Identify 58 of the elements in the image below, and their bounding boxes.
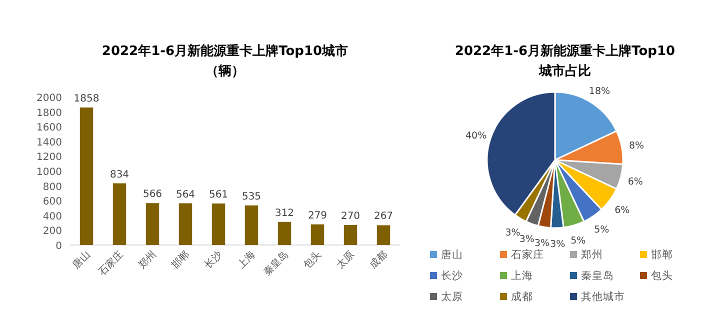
data-label: 3%	[534, 238, 550, 249]
chart-title: 2022年1-6月新能源重卡上牌Top10城市占比	[454, 43, 676, 79]
bar	[376, 225, 390, 245]
bar	[344, 225, 358, 245]
y-tick-label: 2000	[36, 93, 62, 104]
data-label: 3%	[550, 238, 566, 250]
y-tick-label: 800	[42, 182, 62, 193]
bar	[212, 203, 226, 245]
data-label: 566	[142, 189, 162, 200]
data-label: 18%	[588, 86, 610, 97]
y-tick-label: 1400	[36, 137, 62, 148]
bar	[178, 203, 192, 245]
chart-title: 2022年1-6月新能源重卡上牌Top10城市	[102, 43, 348, 59]
legend-label: 其他城市	[581, 290, 625, 303]
data-label: 6%	[628, 176, 643, 188]
y-tick-label: 600	[42, 196, 62, 208]
x-tick-label: 唐山	[70, 248, 93, 272]
x-tick-label: 上海	[234, 248, 258, 272]
data-label: 3%	[505, 227, 520, 238]
y-tick-label: 1200	[36, 152, 62, 164]
data-label: 40%	[466, 130, 487, 142]
x-tick-label: 石家庄	[96, 248, 126, 278]
x-tick-label: 郑州	[136, 248, 159, 272]
data-label: 312	[274, 208, 294, 219]
x-tick-label: 秦皇岛	[260, 248, 291, 278]
bar	[278, 222, 292, 245]
data-label: 561	[208, 189, 228, 200]
x-tick-label: 太原	[334, 248, 357, 272]
y-tick-label: 400	[42, 211, 62, 222]
y-tick-label: 200	[42, 226, 62, 238]
bar	[310, 224, 324, 245]
data-label: 5%	[594, 224, 610, 236]
bar	[244, 205, 258, 245]
bar	[80, 108, 94, 245]
data-label: 564	[176, 189, 196, 200]
chart-subtitle: （辆）	[206, 64, 244, 79]
data-label: 3%	[519, 234, 534, 246]
data-label: 270	[340, 211, 360, 222]
y-tick-label: 1800	[36, 108, 62, 119]
x-tick-label: 长沙	[202, 248, 225, 272]
bar	[112, 183, 126, 245]
x-tick-label: 包头	[300, 248, 324, 272]
data-label: 535	[242, 191, 262, 202]
y-tick-label: 0	[56, 241, 62, 252]
data-label: 8%	[628, 140, 644, 152]
x-tick-label: 邯郸	[168, 248, 192, 272]
y-tick-label: 1000	[36, 167, 62, 178]
x-tick-label: 成都	[366, 248, 390, 272]
data-label: 267	[374, 211, 394, 222]
data-label: 5%	[570, 236, 586, 247]
data-label: 6%	[614, 204, 630, 216]
data-label: 1858	[74, 94, 100, 105]
y-tick-label: 1600	[36, 122, 62, 134]
bar	[146, 203, 160, 245]
data-label: 279	[308, 210, 328, 222]
legend-label: 成都	[511, 290, 533, 303]
data-label: 834	[110, 169, 130, 180]
legend-label: 太原	[441, 290, 463, 303]
